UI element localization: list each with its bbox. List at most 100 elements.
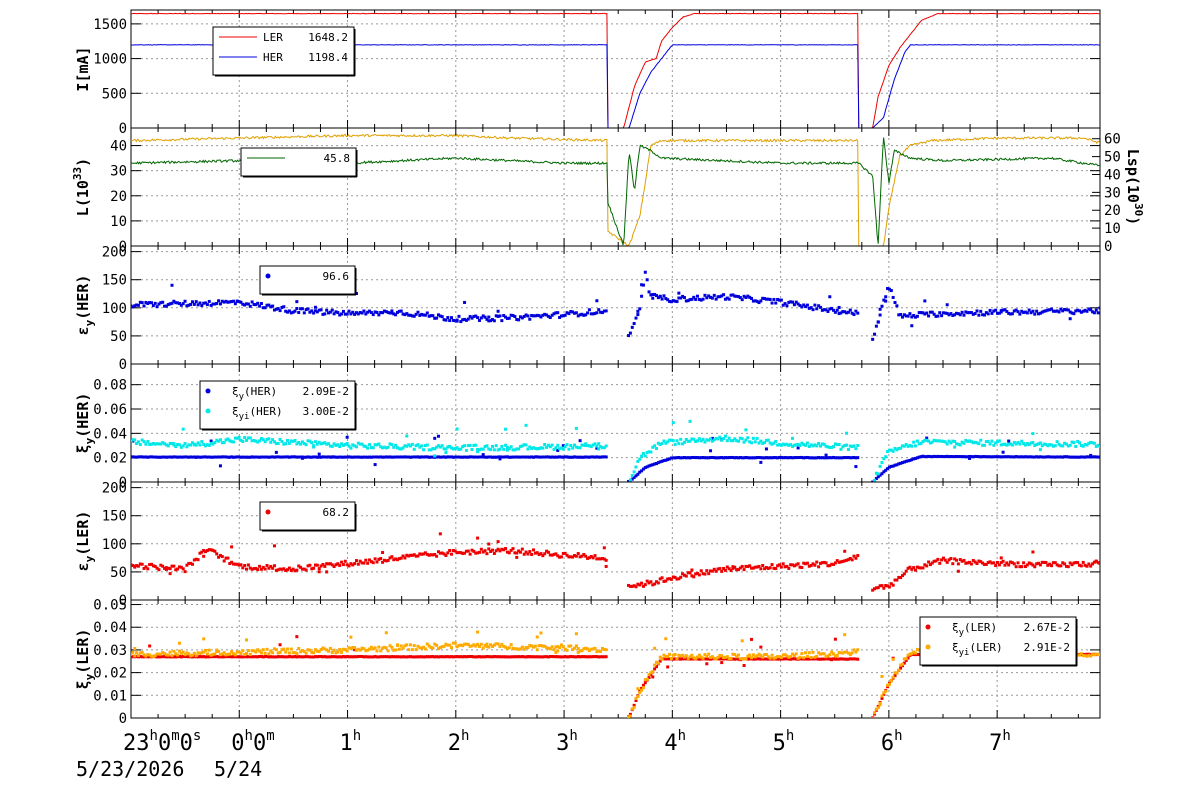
data-point xyxy=(224,655,228,659)
data-point xyxy=(436,550,440,554)
outlier-point xyxy=(636,687,640,691)
data-point xyxy=(310,309,314,313)
data-point xyxy=(818,444,822,448)
data-point xyxy=(895,304,899,308)
outlier-point xyxy=(353,648,357,652)
data-point xyxy=(459,655,463,659)
data-point xyxy=(763,653,767,657)
data-point xyxy=(168,567,172,571)
data-point xyxy=(446,316,450,320)
data-point xyxy=(457,447,461,451)
data-point xyxy=(632,705,636,709)
data-point xyxy=(895,463,899,467)
data-point xyxy=(252,567,256,571)
data-point xyxy=(873,711,877,715)
data-point xyxy=(852,444,856,448)
data-point xyxy=(142,304,146,308)
data-point xyxy=(835,456,839,460)
data-point xyxy=(146,567,150,571)
data-point xyxy=(202,301,206,305)
data-point xyxy=(589,647,593,651)
data-point xyxy=(599,557,603,561)
data-point xyxy=(131,305,135,309)
data-point xyxy=(282,455,286,459)
data-point xyxy=(440,655,444,659)
data-point xyxy=(563,655,567,659)
data-point xyxy=(856,443,860,447)
outlier-point xyxy=(578,439,582,443)
data-point xyxy=(1009,312,1013,316)
data-point xyxy=(694,656,698,660)
data-point xyxy=(230,560,234,564)
data-point xyxy=(839,456,843,460)
data-point xyxy=(794,652,798,656)
data-point xyxy=(940,439,944,443)
data-point xyxy=(1009,560,1013,564)
data-point xyxy=(662,459,666,463)
data-point xyxy=(899,666,903,670)
data-point xyxy=(968,454,972,458)
data-point xyxy=(679,657,683,661)
data-point xyxy=(805,654,809,658)
data-point xyxy=(131,455,135,459)
data-point xyxy=(1051,455,1055,459)
data-point xyxy=(712,293,716,297)
data-point xyxy=(677,296,681,300)
panel-2: 010203040L(1033)0102030405060Lsp(1030)45… xyxy=(71,127,1145,255)
data-point xyxy=(740,564,744,568)
series-line-1 xyxy=(131,12,1100,128)
data-point xyxy=(360,442,364,446)
data-point xyxy=(1094,652,1098,656)
data-point xyxy=(414,554,418,558)
data-point xyxy=(256,568,260,572)
data-point xyxy=(770,653,774,657)
data-point xyxy=(278,650,282,654)
data-point xyxy=(686,439,690,443)
data-point xyxy=(1003,308,1007,312)
data-point xyxy=(736,657,740,661)
data-point xyxy=(1005,455,1009,459)
data-point xyxy=(259,567,263,571)
data-point xyxy=(243,653,247,657)
data-point xyxy=(751,566,755,570)
data-point xyxy=(1023,443,1027,447)
data-point xyxy=(630,474,634,478)
data-point xyxy=(722,656,726,660)
data-point xyxy=(694,572,698,576)
data-point xyxy=(1085,309,1089,313)
data-point xyxy=(912,314,916,318)
data-point xyxy=(198,443,202,447)
data-point xyxy=(183,442,187,446)
data-point xyxy=(1092,441,1096,445)
data-point xyxy=(222,559,226,563)
data-point xyxy=(552,655,556,659)
data-point xyxy=(433,316,437,320)
data-point xyxy=(446,551,450,555)
data-point xyxy=(897,668,901,672)
data-point xyxy=(539,315,543,319)
data-point xyxy=(919,566,923,570)
data-point xyxy=(1014,455,1018,459)
data-point xyxy=(444,318,448,322)
data-point xyxy=(1081,560,1085,564)
data-point xyxy=(440,444,444,448)
data-point xyxy=(1012,562,1016,566)
data-point xyxy=(461,644,465,648)
data-point xyxy=(692,575,696,579)
data-point xyxy=(148,300,152,304)
data-point xyxy=(746,657,750,661)
data-point xyxy=(1038,311,1042,315)
data-point xyxy=(142,440,146,444)
data-point xyxy=(748,653,752,657)
data-point xyxy=(673,456,677,460)
data-point xyxy=(1020,455,1024,459)
data-point xyxy=(556,655,560,659)
data-point xyxy=(198,455,202,459)
data-point xyxy=(358,559,362,563)
data-point xyxy=(485,455,489,459)
data-point xyxy=(291,455,295,459)
data-point xyxy=(356,655,360,659)
data-point xyxy=(772,456,776,460)
data-point xyxy=(325,562,329,566)
